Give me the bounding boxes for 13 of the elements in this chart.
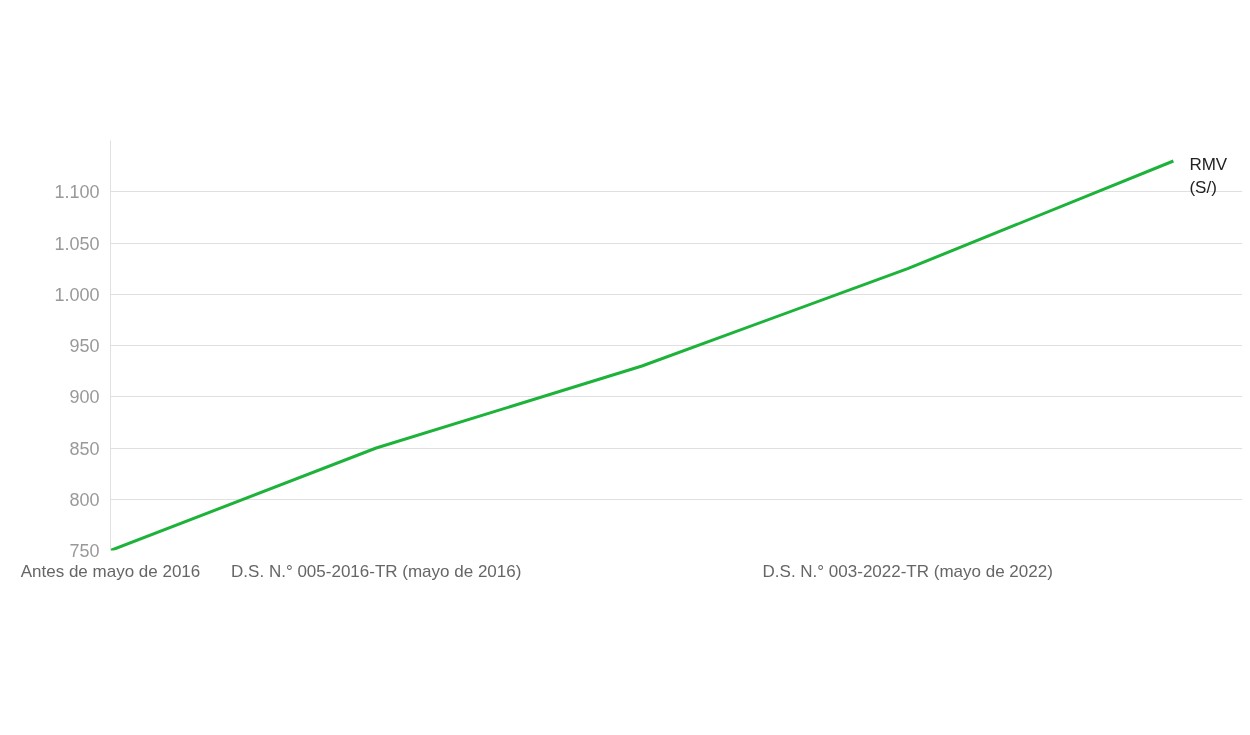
y-tick-label: 800	[69, 489, 100, 510]
y-tick-label: 1.100	[54, 182, 100, 203]
y-tick-label: 850	[69, 438, 100, 459]
series-label: RMV (S/)	[1189, 155, 1228, 197]
y-tick-label: 1.050	[54, 233, 100, 254]
y-tick-label: 950	[69, 336, 100, 356]
y-tick-label: 750	[69, 541, 100, 561]
y-tick-label: 1.000	[54, 284, 100, 305]
line-series	[110, 159, 1175, 551]
y-tick-label: 900	[69, 387, 100, 408]
x-tick-label: Antes de mayo de 2016	[20, 561, 201, 581]
x-tick-label: D.S. N.° 003-2022-TR (mayo de 2022)	[762, 561, 1053, 581]
x-tick-label: D.S. N.° 005-2016-TR (mayo de 2016)	[231, 561, 522, 581]
